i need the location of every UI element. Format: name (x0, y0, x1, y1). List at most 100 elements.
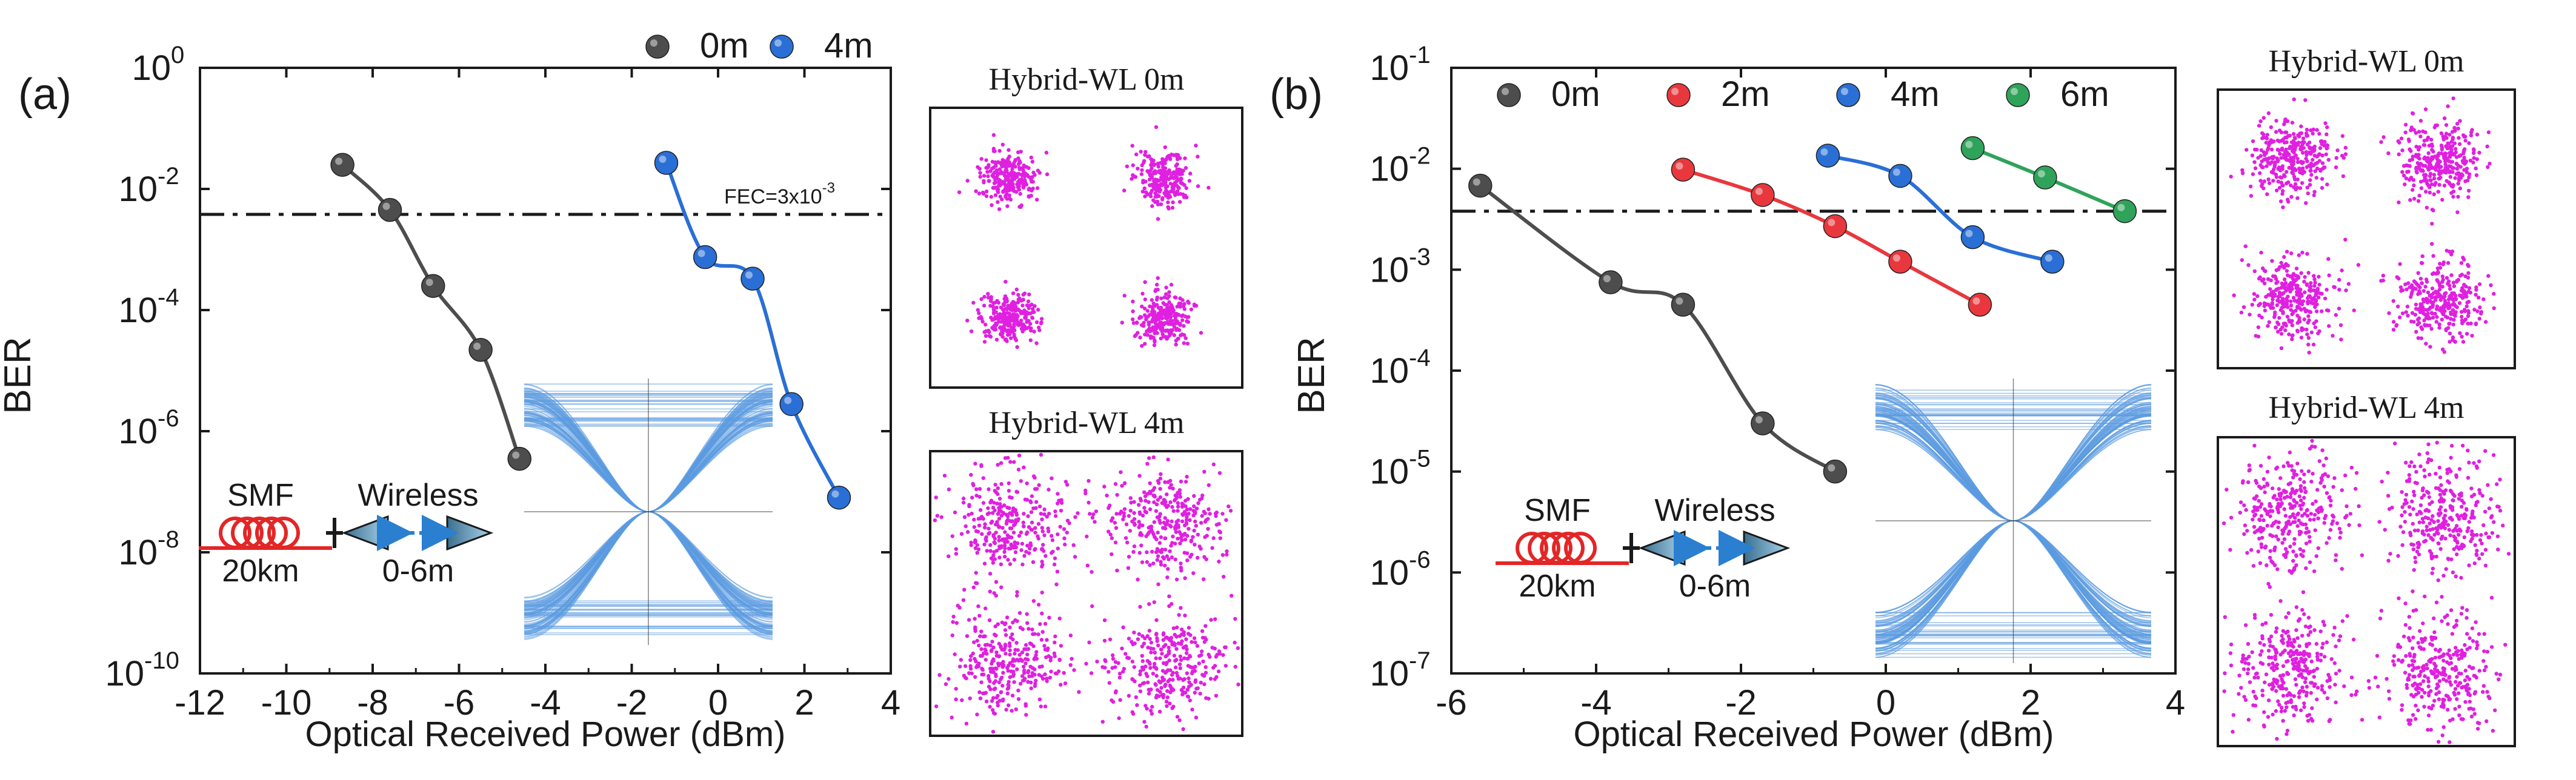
constellation-point (1155, 674, 1159, 678)
constellation-point (2420, 261, 2423, 265)
constellation-point (2312, 297, 2316, 301)
constellation-point (1009, 179, 1013, 183)
constellation-point (2507, 552, 2511, 555)
constellation-point (2422, 533, 2426, 537)
constellation-point (2283, 507, 2286, 511)
constellation-point (2263, 309, 2267, 312)
data-point-highlight (1893, 168, 1900, 176)
constellation-point (2286, 180, 2290, 184)
constellation-point (1006, 669, 1010, 672)
constellation-point (1156, 688, 1159, 692)
constellation-point (2380, 480, 2384, 483)
constellation-point (1131, 550, 1135, 554)
constellation-point (2452, 494, 2456, 498)
constellation-point (2408, 178, 2411, 182)
constellation-point (982, 476, 985, 480)
constellation-point (1036, 308, 1040, 311)
constellation-point (967, 618, 971, 621)
constellation-point (2453, 129, 2457, 133)
constellation-point (2269, 613, 2273, 616)
constellation-point (1039, 320, 1043, 324)
constellation-point (1040, 638, 1043, 641)
constellation-point (2323, 297, 2327, 300)
constellation-point (1120, 484, 1123, 488)
constellation-point (1193, 543, 1196, 546)
constellation-point (1136, 331, 1139, 334)
constellation-point (2299, 308, 2303, 311)
constellation-point (1183, 538, 1187, 541)
constellation-point (2432, 520, 2436, 524)
constellation-point (1163, 516, 1167, 520)
constellation-point (2294, 168, 2297, 172)
constellation-point (1033, 673, 1036, 676)
constellation-point (2439, 547, 2443, 550)
constellation-point (2411, 507, 2415, 511)
constellation-point (1182, 169, 1185, 173)
constellation-point (2265, 672, 2268, 676)
constellation-point (1019, 323, 1023, 326)
constellation-point (2321, 463, 2325, 467)
constellation-point (1025, 481, 1029, 485)
constellation-point (996, 185, 999, 189)
constellation-point (943, 474, 947, 477)
constellation-point (2432, 533, 2436, 537)
constellation-point (1025, 498, 1029, 501)
constellation-point (1007, 704, 1010, 707)
constellation-point (2467, 563, 2471, 567)
constellation-point (1178, 663, 1182, 666)
constellation-point (993, 541, 997, 545)
constellation-point (1114, 526, 1118, 530)
constellation-point (2309, 128, 2312, 132)
constellation-point (1196, 154, 1199, 158)
constellation-point (2309, 169, 2312, 173)
constellation-point (1207, 483, 1211, 487)
constellation-point (2269, 549, 2272, 553)
constellation-point (2439, 165, 2443, 168)
constellation-point (2486, 274, 2490, 278)
constellation-point (2448, 322, 2451, 325)
constellation-point (1206, 527, 1210, 530)
constellation-point (2290, 337, 2294, 341)
constellation-point (1006, 534, 1010, 537)
constellation-point (2411, 111, 2414, 115)
constellation-point (2291, 512, 2295, 516)
constellation-point (2429, 137, 2433, 141)
constellation-point (996, 463, 1000, 466)
constellation-point (2460, 261, 2463, 265)
constellation-point (1011, 509, 1015, 512)
constellation-point (2448, 182, 2452, 185)
constellation-point (999, 461, 1003, 465)
constellation-point (1010, 709, 1013, 713)
constellation-point (2309, 512, 2313, 515)
constellation-point (1033, 547, 1037, 550)
constellation-point (2244, 245, 2248, 248)
constellation-point (978, 634, 982, 638)
constellation-point (2281, 464, 2285, 468)
constellation-point (1025, 621, 1029, 625)
constellation-point (1140, 560, 1144, 564)
constellation-point (2478, 305, 2481, 309)
constellation-point (2297, 619, 2300, 623)
constellation-point (2291, 333, 2294, 337)
constellation-point (1013, 159, 1017, 162)
constellation-point (1102, 484, 1106, 488)
constellation-point (2419, 277, 2423, 280)
constellation-point (1166, 567, 1170, 570)
constellation-point (2287, 520, 2291, 523)
constellation-point (2484, 320, 2488, 323)
constellation-point (1204, 518, 1208, 522)
constellation-point (2296, 160, 2300, 164)
constellation-point (2470, 128, 2474, 131)
constellation-point (2467, 300, 2471, 303)
constellation-point (1138, 605, 1142, 609)
constellation-point (1163, 537, 1167, 540)
constellation-point (2400, 514, 2403, 517)
constellation-point (1130, 640, 1133, 644)
constellation-point (2311, 302, 2315, 305)
constellation-point (1147, 602, 1151, 606)
constellation-point (2269, 635, 2273, 638)
constellation-point (1190, 672, 1194, 675)
y-tick-label-exp: -6 (1409, 546, 1431, 573)
